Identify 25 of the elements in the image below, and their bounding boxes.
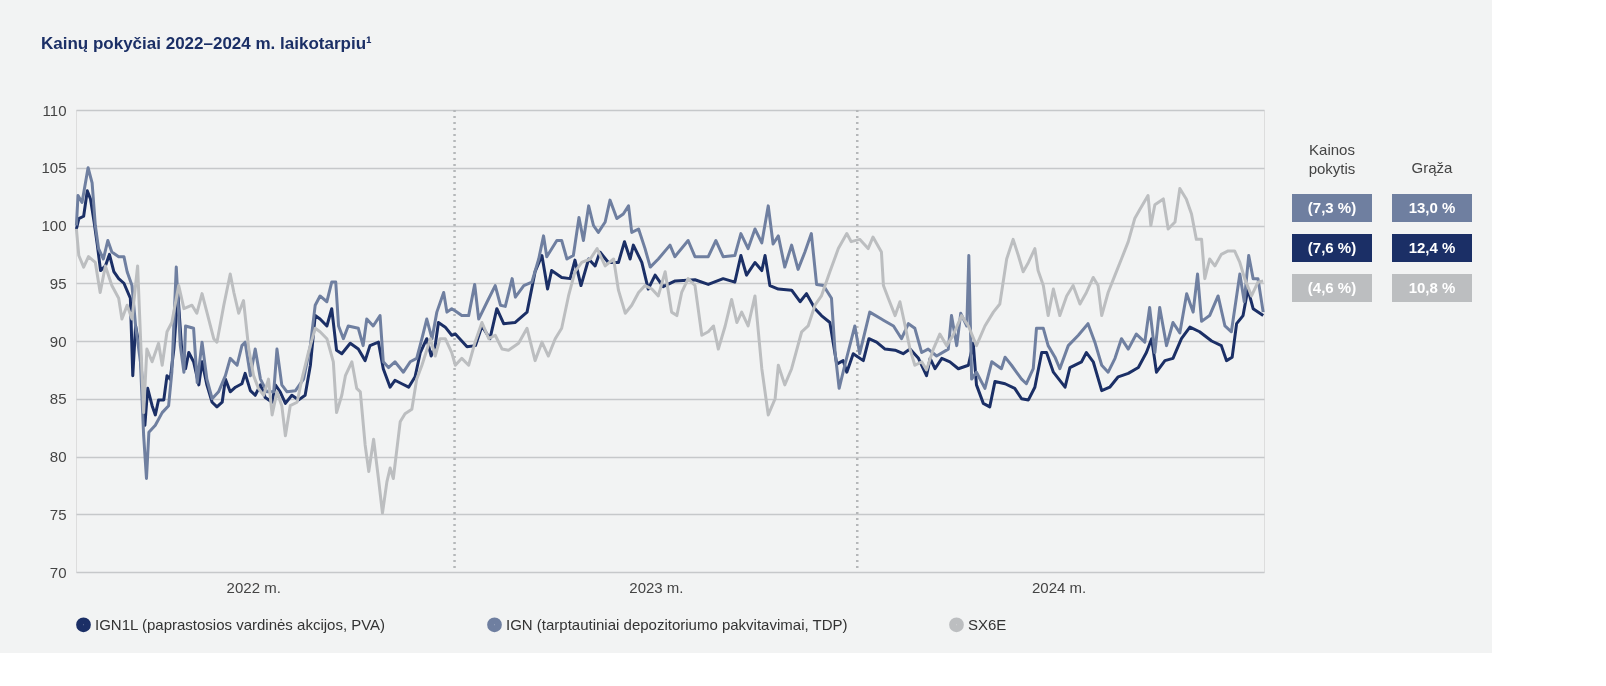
- text: (4,6 %): [1307, 279, 1357, 296]
- legend-label: IGN (tarptautiniai depozitoriumo pakvitavimai, TDP): [506, 615, 848, 633]
- y-tick-label: 95: [49, 274, 67, 292]
- y-tick-label: 90: [49, 332, 67, 350]
- x-tick-label: 2023 m.: [629, 578, 684, 596]
- y-tick-label: 70: [49, 563, 67, 581]
- text: Grąža: [1411, 159, 1454, 176]
- legend-label: IGN1L (paprastosios vardinės akcijos, PVA): [95, 615, 386, 633]
- chart-title: Kainų pokyčiai 2022–2024 m. laikotarpiu¹: [40, 34, 373, 53]
- y-tick-label: 105: [41, 159, 67, 177]
- text: Kainos pokytis: [1308, 141, 1356, 177]
- x-tick-label: 2022 m.: [226, 578, 281, 596]
- y-tick-label: 100: [41, 217, 67, 234]
- y-tick-label: 110: [42, 101, 67, 119]
- x-tick-label: 2024 m.: [1032, 578, 1087, 596]
- text: 10,8 %: [1408, 279, 1456, 296]
- y-tick-label: 85: [49, 390, 67, 408]
- y-tick-label: 80: [49, 448, 67, 465]
- line-series: [74, 166, 1265, 480]
- text: 13,0 %: [1408, 199, 1456, 216]
- y-tick-label: 75: [49, 505, 67, 523]
- legend-label: SX6E: [968, 615, 1007, 633]
- text: (7,3 %): [1307, 199, 1357, 216]
- text: (7,6 %): [1307, 239, 1357, 256]
- text: 12,4 %: [1408, 239, 1456, 256]
